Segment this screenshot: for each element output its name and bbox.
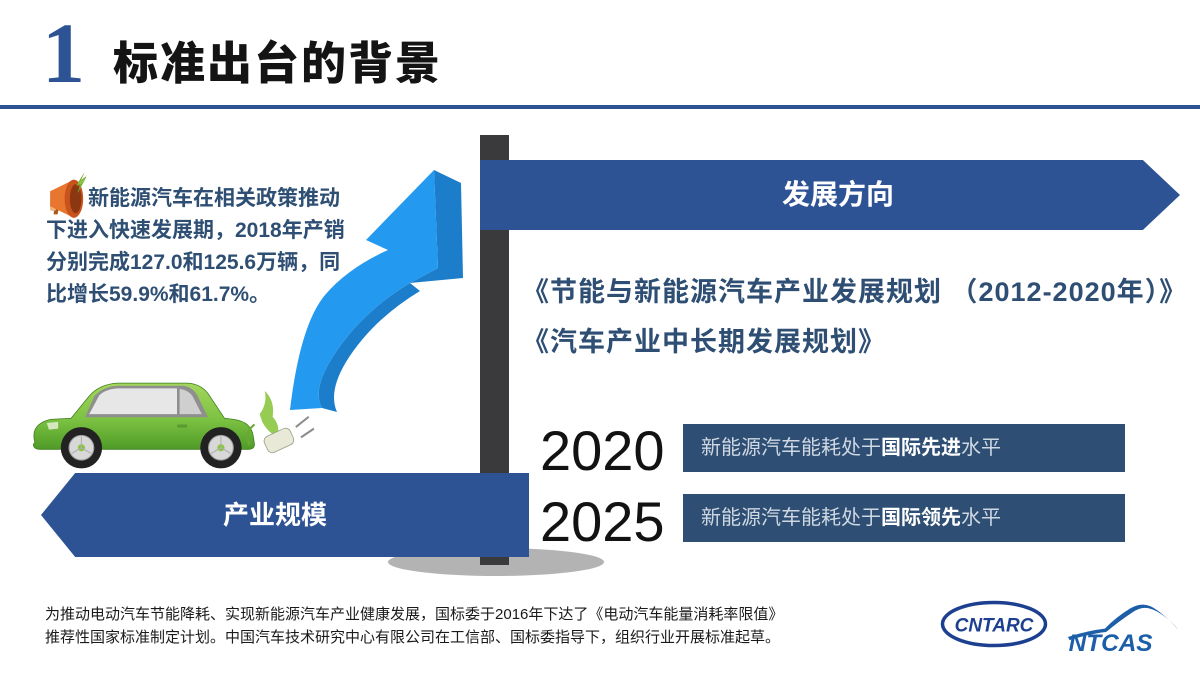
svg-text:CNTARC: CNTARC	[955, 616, 1034, 637]
svg-text:NTCAS: NTCAS	[1069, 630, 1153, 656]
